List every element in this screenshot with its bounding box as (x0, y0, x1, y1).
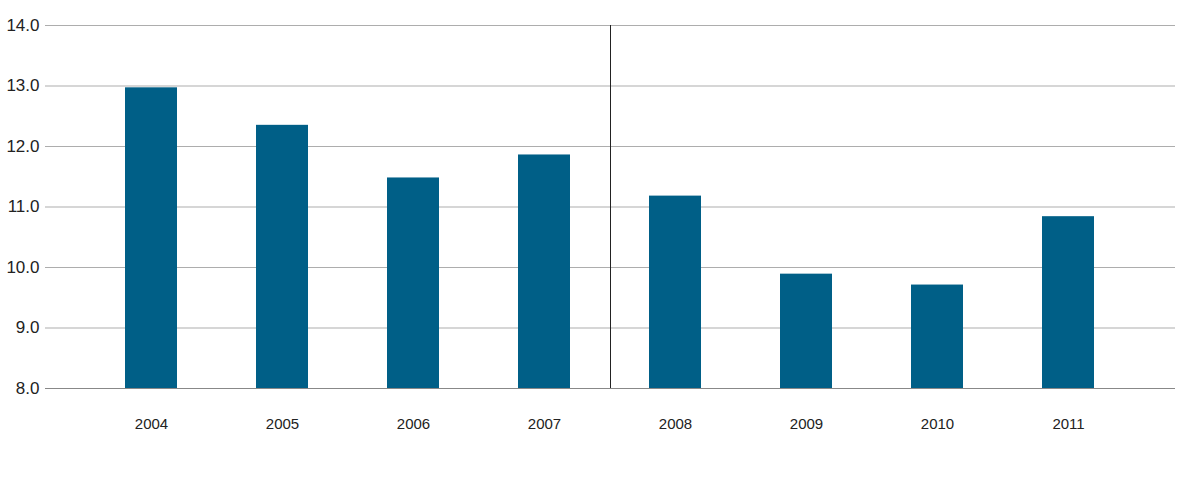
svg-text:2007: 2007 (528, 415, 561, 432)
svg-text:2004: 2004 (135, 415, 168, 432)
svg-text:2005: 2005 (266, 415, 299, 432)
svg-text:8.0: 8.0 (16, 379, 40, 398)
svg-text:14.0: 14.0 (6, 16, 39, 35)
svg-text:2009: 2009 (790, 415, 823, 432)
svg-text:11.0: 11.0 (8, 197, 40, 216)
svg-text:10.0: 10.0 (6, 258, 39, 277)
svg-text:2010: 2010 (921, 415, 954, 432)
svg-text:2011: 2011 (1052, 415, 1084, 432)
svg-text:12.0: 12.0 (6, 137, 39, 156)
svg-text:13.0: 13.0 (6, 76, 39, 95)
svg-text:2008: 2008 (659, 415, 692, 432)
svg-text:9.0: 9.0 (16, 318, 40, 337)
svg-text:2006: 2006 (397, 415, 430, 432)
